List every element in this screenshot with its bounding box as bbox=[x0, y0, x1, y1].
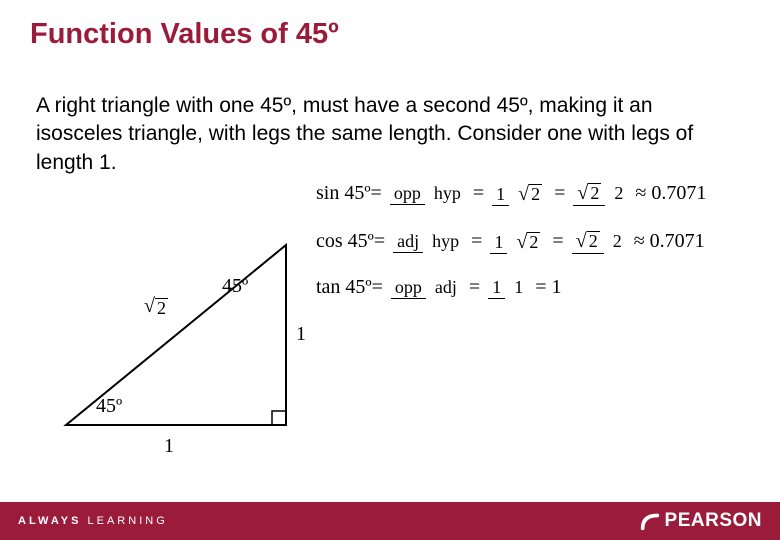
right-side-label: 1 bbox=[296, 323, 306, 346]
ratio-frac: adj hyp bbox=[393, 230, 463, 253]
pearson-logo-icon bbox=[639, 510, 661, 532]
eq-fn: cos 45º bbox=[316, 230, 374, 253]
triangle-figure: √2 45º 1 45º 1 bbox=[56, 235, 316, 470]
ratio-frac: opp adj bbox=[391, 276, 461, 299]
ratio-frac: opp hyp bbox=[390, 182, 465, 205]
bottom-side-label: 1 bbox=[164, 435, 174, 458]
right-angle-box bbox=[272, 411, 286, 425]
slide-body: A right triangle with one 45º, must have… bbox=[36, 92, 744, 177]
footer-brand: PEARSON bbox=[639, 510, 762, 532]
content-area: √2 45º 1 45º 1 sin 45º = opp hyp = 1 √2 bbox=[36, 190, 744, 480]
footer-bar: ALWAYS LEARNING PEARSON bbox=[0, 502, 780, 540]
top-angle-label: 45º bbox=[222, 275, 248, 298]
equations-block: sin 45º = opp hyp = 1 √2 = √2 2 ≈ 0.707 bbox=[316, 180, 706, 321]
bottom-angle-label: 45º bbox=[96, 395, 122, 418]
slide-title: Function Values of 45º bbox=[30, 18, 339, 51]
sin-equation: sin 45º = opp hyp = 1 √2 = √2 2 ≈ 0.707 bbox=[316, 180, 706, 206]
value-frac: 1 √2 bbox=[492, 180, 546, 206]
simplified-frac: √2 2 bbox=[572, 229, 626, 254]
value-frac: 1 √2 bbox=[490, 228, 544, 254]
footer-tagline: ALWAYS LEARNING bbox=[18, 515, 168, 527]
triangle-svg bbox=[56, 235, 316, 465]
cos-equation: cos 45º = adj hyp = 1 √2 = √2 2 ≈ 0.707 bbox=[316, 228, 706, 254]
approx-value: 0.7071 bbox=[650, 230, 705, 253]
slide: Function Values of 45º A right triangle … bbox=[0, 0, 780, 540]
result-value: 1 bbox=[551, 276, 561, 299]
eq-fn: tan 45º bbox=[316, 276, 372, 299]
value-frac: 1 1 bbox=[488, 276, 527, 299]
hypotenuse-label: √2 bbox=[144, 295, 168, 318]
tan-equation: tan 45º = opp adj = 1 1 = 1 bbox=[316, 276, 706, 299]
approx-value: 0.7071 bbox=[651, 182, 706, 205]
simplified-frac: √2 2 bbox=[573, 181, 627, 206]
eq-fn: sin 45º bbox=[316, 182, 371, 205]
